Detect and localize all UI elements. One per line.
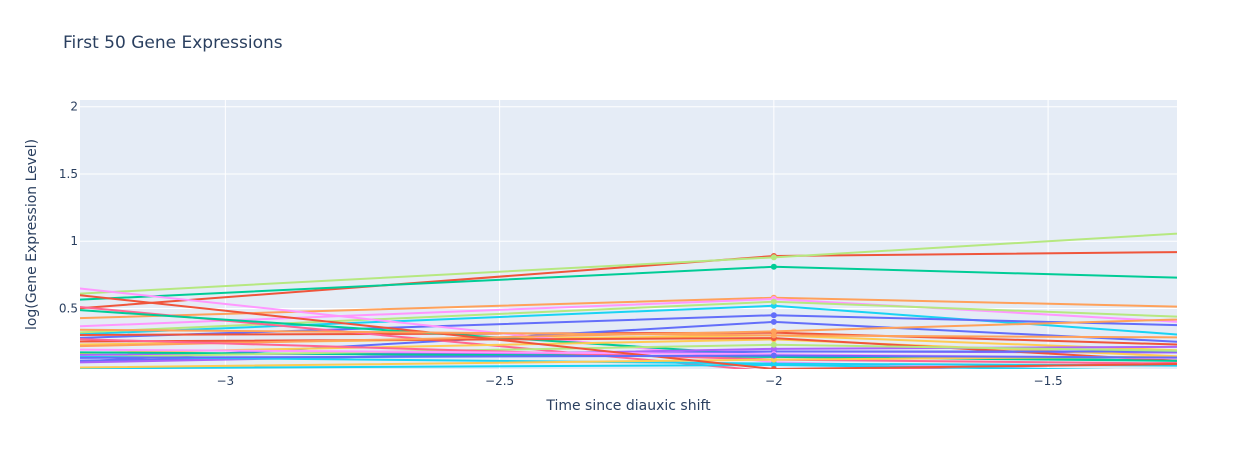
chart-title: First 50 Gene Expressions [63, 33, 283, 53]
y-tick-label: 2 [70, 100, 78, 114]
y-tick-label: 1 [70, 234, 78, 248]
data-point[interactable] [770, 332, 777, 339]
x-tick-label: −2.5 [485, 374, 514, 388]
y-axis-title: log(Gene Expression Level) [24, 139, 40, 330]
data-point[interactable] [770, 312, 777, 319]
y-tick-label: 1.5 [59, 167, 78, 181]
series-lines [0, 232, 1256, 372]
data-point[interactable] [770, 254, 777, 261]
data-point[interactable] [770, 318, 777, 325]
x-tick-label: −3 [217, 374, 235, 388]
plot-area [80, 100, 1177, 369]
data-point[interactable] [770, 298, 777, 305]
data-point[interactable] [770, 366, 777, 372]
x-tick-label: −2 [765, 374, 783, 388]
plot-background [80, 100, 1177, 369]
series-line[interactable] [0, 282, 1256, 369]
data-point[interactable] [770, 341, 777, 348]
data-point[interactable] [770, 352, 777, 359]
x-tick-label: −1.5 [1034, 374, 1063, 388]
data-point[interactable] [770, 263, 777, 270]
tick-labels: −3 −2.5 −2 −1.5 0.5 1 1.5 2 [59, 100, 1063, 388]
y-tick-label: 0.5 [59, 301, 78, 315]
x-axis-title: Time since diauxic shift [545, 398, 711, 414]
